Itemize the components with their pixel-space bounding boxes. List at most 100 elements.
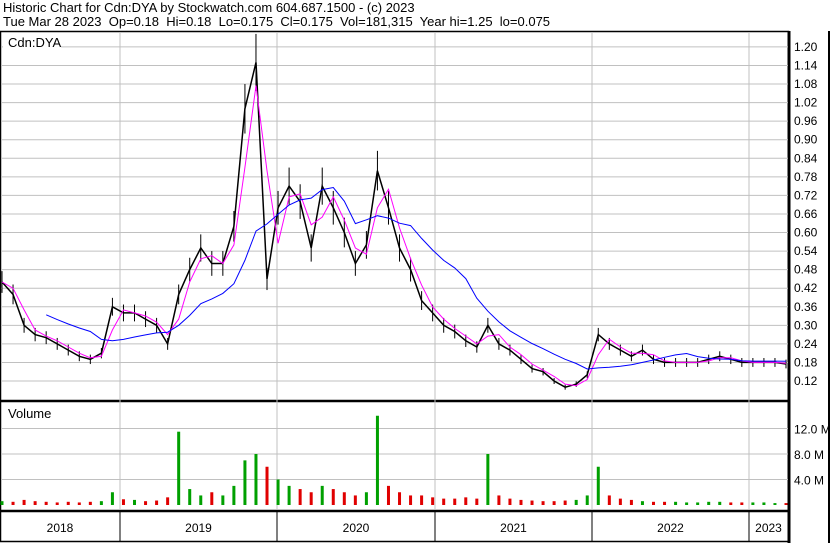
volume-bar <box>11 501 15 505</box>
volume-bar <box>685 502 689 505</box>
price-tick-label: 0.90 <box>794 133 818 147</box>
volume-bar <box>651 501 655 505</box>
volume-bar <box>276 479 280 505</box>
volume-bar <box>188 489 192 505</box>
long-ma-line <box>46 186 787 370</box>
volume-bar <box>364 492 368 505</box>
price-tick-label: 0.96 <box>794 114 818 128</box>
price-tick-label: 0.18 <box>794 355 818 369</box>
volume-bar <box>442 498 446 505</box>
volume-bar <box>33 501 37 505</box>
volume-bar <box>552 501 556 505</box>
volume-tick-label: 8.0 M <box>794 448 824 462</box>
price-tick-label: 0.78 <box>794 170 818 184</box>
volume-bar <box>0 501 4 505</box>
volume-bar <box>629 499 633 505</box>
price-tick-label: 0.54 <box>794 244 818 258</box>
price-tick-label: 0.42 <box>794 281 818 295</box>
year-label: 2018 <box>47 521 74 535</box>
volume-bar <box>574 499 578 505</box>
price-tick-label: 0.12 <box>794 374 818 388</box>
volume-bar <box>298 489 302 505</box>
volume-bar <box>762 502 766 505</box>
year-label: 2019 <box>185 521 212 535</box>
price-tick-label: 1.14 <box>794 58 818 72</box>
volume-bar <box>707 501 711 505</box>
year-label: 2021 <box>500 521 527 535</box>
volume-bar <box>375 415 379 505</box>
volume-bar <box>243 460 247 505</box>
price-tick-label: 0.36 <box>794 300 818 314</box>
volume-bar <box>420 495 424 505</box>
volume-bar <box>674 501 678 505</box>
volume-bar <box>784 503 788 505</box>
volume-bar <box>663 501 667 505</box>
volume-bar <box>99 501 103 505</box>
volume-bar <box>133 499 137 505</box>
volume-bar <box>77 502 81 505</box>
volume-bar <box>497 495 501 505</box>
volume-bar <box>320 485 324 505</box>
volume-bar <box>177 431 181 505</box>
volume-bar <box>751 502 755 505</box>
volume-bar <box>596 466 600 505</box>
volume-bar <box>431 497 435 505</box>
legend-bg <box>3 34 61 50</box>
price-tick-label: 0.48 <box>794 263 818 277</box>
year-label: 2023 <box>755 521 782 535</box>
volume-bar <box>88 501 92 505</box>
volume-bar <box>640 501 644 505</box>
volume-bar <box>331 489 335 505</box>
volume-bar <box>309 492 313 505</box>
volume-bar <box>287 485 291 505</box>
price-panel <box>0 30 790 402</box>
volume-bar <box>110 492 114 505</box>
chart-title: Historic Chart for Cdn:DYA by Stockwatch… <box>3 0 415 15</box>
price-tick-label: 1.02 <box>794 96 818 110</box>
volume-bar <box>519 499 523 505</box>
volume-bar <box>55 502 59 505</box>
volume-bar <box>464 497 468 505</box>
volume-bar <box>607 495 611 505</box>
volume-bar <box>44 501 48 505</box>
volume-bar <box>144 501 148 505</box>
volume-bar <box>409 495 413 505</box>
price-tick-label: 0.72 <box>794 188 818 202</box>
volume-bar <box>265 466 269 505</box>
volume-bar <box>718 501 722 505</box>
volume-bar <box>585 495 589 505</box>
volume-bar <box>740 502 744 505</box>
short-ma-line <box>1 85 787 387</box>
volume-bar <box>696 502 700 505</box>
price-tick-label: 1.08 <box>794 77 818 91</box>
volume-label: Volume <box>8 406 51 421</box>
volume-bar <box>386 485 390 505</box>
volume-bar <box>541 501 545 505</box>
volume-bar <box>221 495 225 505</box>
volume-bar <box>121 499 125 505</box>
volume-tick-label: 12.0 M <box>794 423 830 437</box>
quote-line: Tue Mar 28 2023 Op=0.18 Hi=0.18 Lo=0.175… <box>3 14 551 29</box>
chart-symbol-label: Cdn:DYA <box>8 35 62 50</box>
volume-bar <box>342 492 346 505</box>
volume-bar <box>254 454 258 505</box>
volume-bar <box>210 492 214 505</box>
volume-panel <box>0 400 790 512</box>
volume-bar <box>530 500 534 505</box>
volume-bar <box>232 485 236 505</box>
volume-bar <box>155 500 159 505</box>
price-tick-label: 0.60 <box>794 226 818 240</box>
price-tick-label: 0.66 <box>794 207 818 221</box>
volume-bar <box>353 495 357 505</box>
volume-bar <box>475 498 479 505</box>
volume-bar <box>398 492 402 505</box>
volume-bar <box>486 454 490 505</box>
volume-bar <box>618 498 622 505</box>
price-tick-label: 0.24 <box>794 337 818 351</box>
volume-bar <box>729 502 733 505</box>
volume-bar <box>508 498 512 505</box>
year-label: 2020 <box>343 521 370 535</box>
price-tick-label: 0.30 <box>794 318 818 332</box>
volume-bar <box>22 499 26 505</box>
